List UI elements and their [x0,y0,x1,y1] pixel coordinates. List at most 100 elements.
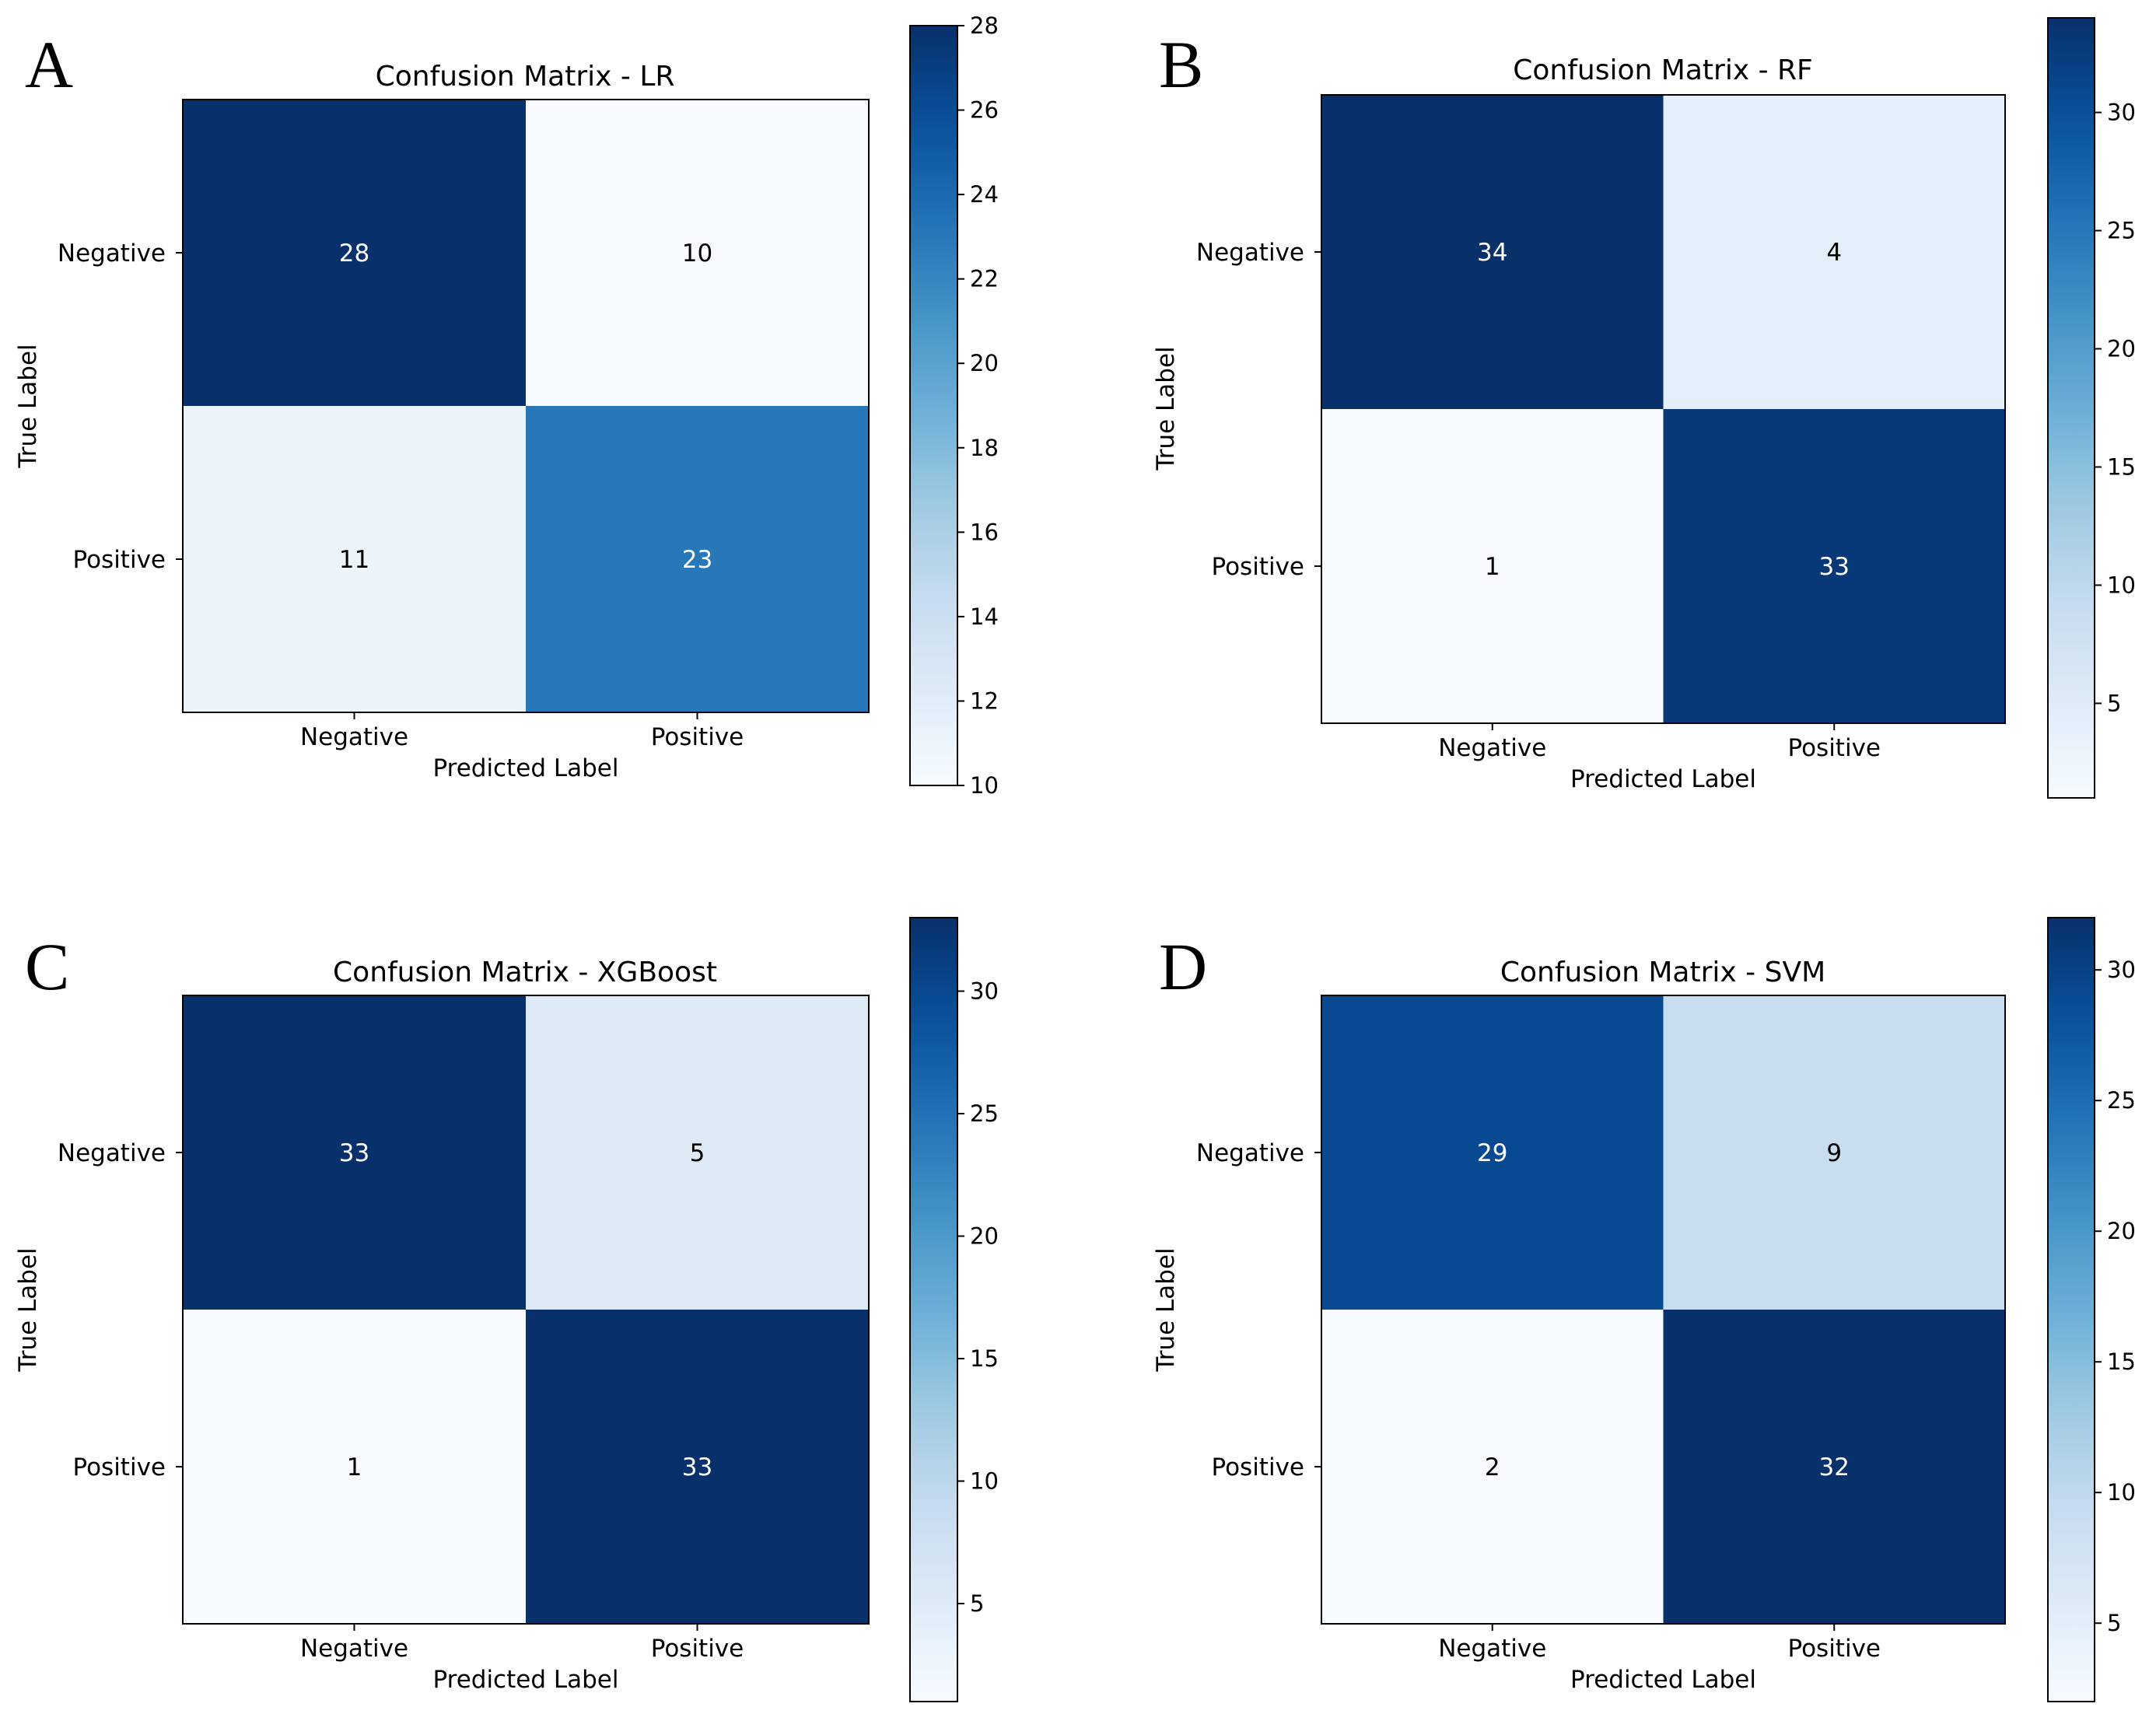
colorbar-tick-label: 10 [2107,1479,2136,1506]
colorbar-tick-label: 15 [2107,1348,2136,1375]
matrix-cell [526,1310,869,1624]
y-axis-label: True Label [14,344,42,468]
colorbar-tick-label: 15 [970,1345,999,1372]
colorbar [2047,17,2095,799]
matrix-cell [183,995,526,1310]
cell-value-label: 1 [1485,553,1500,581]
colorbar-tick-label: 26 [970,97,999,124]
y-axis-label: True Label [14,1247,42,1372]
colorbar-tick-label: 30 [970,978,999,1005]
colorbar [909,917,958,1702]
x-tick-label: Positive [1787,734,1881,762]
y-tick-label: Negative [58,240,166,268]
matrix-cell [1663,409,2005,723]
colorbar-tick-label: 20 [970,350,999,376]
x-axis-label: Predicted Label [1570,1666,1756,1694]
panel-letter: B [1159,27,1203,102]
cell-value-label: 5 [690,1139,705,1167]
matrix-cell [1321,95,1664,409]
colorbar-tick-label: 28 [970,12,999,39]
matrix-cell [1663,1310,2005,1624]
y-tick-label: Positive [1211,1453,1304,1481]
panel-a: A Confusion Matrix - LR 28 10 11 23 Negative Po… [14,12,999,799]
chart-title: Confusion Matrix - LR [376,61,675,93]
colorbar-tick-label: 20 [970,1223,999,1250]
plot-frame [1321,995,2006,1625]
cell-value-label: 29 [1477,1139,1507,1167]
colorbar-tick-label: 12 [970,687,999,714]
cell-value-label: 4 [1826,239,1842,267]
matrix-cell [526,995,869,1310]
x-axis-label: Predicted Label [432,754,618,782]
y-tick-label: Positive [1211,553,1304,581]
cell-value-label: 33 [339,1139,369,1167]
matrix-cell [526,406,869,712]
matrix-cell [183,100,526,406]
colorbar-tick-label: 5 [2107,690,2121,716]
cell-value-label: 33 [682,1453,712,1481]
x-tick-label: Positive [651,1635,744,1663]
x-tick-label: Positive [651,723,744,751]
colorbar-tick-label: 30 [2107,957,2136,983]
cell-value-label: 2 [1485,1453,1500,1481]
colorbar-tick-label: 24 [970,181,999,208]
x-tick-label: Negative [300,723,408,751]
colorbar-tick-label: 25 [970,1100,999,1127]
colorbar-tick-label: 5 [970,1590,984,1617]
colorbar-tick-label: 22 [970,266,999,292]
colorbar-tick-label: 16 [970,519,999,545]
x-axis-label: Predicted Label [1570,765,1756,793]
panel-letter: C [25,929,69,1004]
y-tick-label: Negative [1196,239,1304,267]
colorbar-tick-label: 18 [970,435,999,461]
x-tick-label: Negative [1438,1635,1546,1663]
colorbar-tick-label: 14 [970,603,999,630]
panel-letter: A [25,27,73,102]
cell-value-label: 11 [339,546,369,574]
cell-value-label: 33 [1819,553,1850,581]
x-tick-label: Negative [1438,734,1546,762]
x-tick-label: Positive [1787,1635,1881,1663]
colorbar-tick-label: 20 [2107,1218,2136,1244]
cell-value-label: 23 [682,546,712,574]
colorbar [909,25,958,786]
y-axis-label: True Label [1152,346,1180,470]
y-tick-label: Positive [72,546,166,574]
cell-value-label: 34 [1477,239,1507,267]
panel-b: B Confusion Matrix - RF 34 4 1 33 Negative Posi… [1152,17,2136,799]
colorbar-tick-label: 25 [2107,1087,2136,1114]
x-axis-label: Predicted Label [432,1666,618,1694]
chart-title: Confusion Matrix - XGBoost [333,957,717,988]
chart-title: Confusion Matrix - RF [1513,54,1812,86]
colorbar [2047,917,2095,1702]
cell-value-label: 28 [339,240,369,268]
cell-value-label: 9 [1826,1139,1842,1167]
y-axis-label: True Label [1152,1247,1180,1372]
cell-value-label: 1 [347,1453,362,1481]
colorbar-tick-label: 5 [2107,1610,2121,1636]
matrix-cell [1663,95,2005,409]
y-tick-label: Negative [58,1139,166,1167]
colorbar-tick-label: 15 [2107,453,2136,480]
plot-frame [1321,94,2006,724]
cell-value-label: 32 [1819,1453,1850,1481]
colorbar-tick-label: 10 [970,772,999,799]
y-tick-label: Positive [72,1453,166,1481]
plot-frame [182,995,870,1625]
matrix-cell [183,406,526,712]
matrix-cell [1321,995,1664,1310]
cell-value-label: 10 [682,240,712,268]
plot-frame [182,99,870,713]
chart-title: Confusion Matrix - SVM [1500,957,1825,988]
colorbar-tick-label: 20 [2107,336,2136,362]
colorbar-tick-label: 30 [2107,100,2136,126]
matrix-cell [526,100,869,406]
panel-c: C Confusion Matrix - XGBoost 33 5 1 33 Negativ… [14,917,999,1702]
matrix-cell [1321,409,1664,723]
matrix-cell [1663,995,2005,1310]
colorbar-tick-label: 25 [2107,218,2136,244]
matrix-cell [1321,1310,1664,1624]
colorbar-tick-label: 10 [2107,572,2136,598]
